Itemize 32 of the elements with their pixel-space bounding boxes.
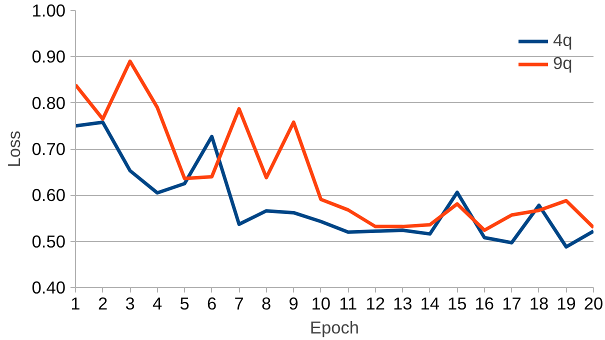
y-axis-title: Loss [4,130,24,168]
x-tick-label: 6 [206,294,217,314]
y-tick-label: 0.70 [32,139,66,159]
x-tick-label: 5 [180,294,190,314]
x-tick-label: 14 [420,294,440,314]
x-tick-label: 12 [366,294,386,314]
y-tick-label: 0.90 [32,46,66,67]
y-tick-label: 0.80 [32,92,66,113]
legend-label: 4q [553,30,573,51]
x-tick-label: 18 [529,294,549,314]
x-tick-label: 13 [393,294,412,314]
y-tick-label: 0.60 [32,185,66,206]
x-tick-label: 10 [311,294,331,314]
x-tick-label: 2 [98,294,108,314]
x-tick-label: 8 [262,294,272,314]
y-tick-label: 0.50 [32,231,66,252]
x-axis-title: Epoch [310,318,360,338]
line-series [76,120,594,249]
x-tick-label: 11 [339,294,358,314]
x-tick-label: 9 [288,294,298,314]
x-tick-label: 16 [474,294,494,314]
x-tick-label: 15 [448,294,467,314]
x-tick-label: 3 [125,294,135,314]
x-tick-label: 7 [234,294,244,314]
y-tick-label: 1.00 [32,0,66,20]
x-tick-label: 19 [556,294,576,314]
x-tick-label: 20 [584,294,604,314]
legend-label: 9q [553,53,573,74]
y-tick-label: 0.40 [32,278,66,298]
x-tick-label: 17 [502,294,522,314]
x-tick-label: 4 [152,294,162,314]
x-tick-label: 1 [70,294,80,314]
